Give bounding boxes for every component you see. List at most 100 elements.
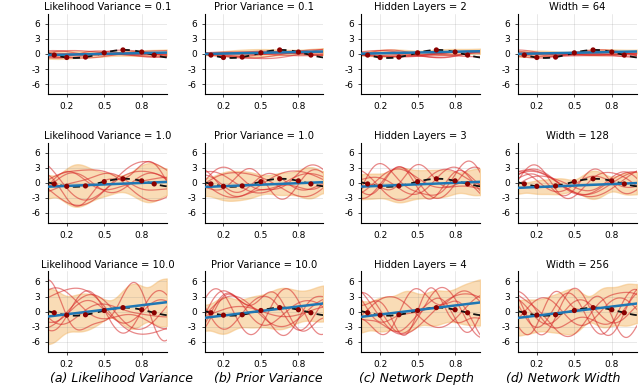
Point (49, 310, 60, 316)
Point (206, 181, 216, 187)
Title: Hidden Layers = 2: Hidden Layers = 2 (374, 2, 467, 12)
Title: Likelihood Variance = 0.1: Likelihood Variance = 0.1 (44, 2, 171, 12)
Point (607, 307, 617, 313)
Point (118, 47, 128, 53)
Point (256, 179, 266, 185)
Title: Hidden Layers = 4: Hidden Layers = 4 (374, 260, 467, 270)
Point (607, 49, 617, 55)
Point (293, 178, 303, 184)
Point (149, 52, 159, 58)
Point (450, 307, 460, 313)
Point (49, 52, 60, 58)
Point (450, 49, 460, 55)
Point (237, 183, 247, 189)
Point (431, 305, 442, 311)
Point (256, 307, 266, 314)
Point (413, 50, 423, 56)
Text: (c) Network Depth: (c) Network Depth (358, 372, 474, 385)
Point (293, 307, 303, 313)
Point (519, 310, 529, 316)
Point (463, 181, 473, 187)
Point (136, 178, 147, 184)
Point (99, 50, 109, 56)
Point (237, 54, 247, 60)
Title: Likelihood Variance = 1.0: Likelihood Variance = 1.0 (44, 131, 171, 141)
Point (413, 307, 423, 314)
Point (149, 181, 159, 187)
Title: Width = 256: Width = 256 (546, 260, 609, 270)
Point (275, 176, 285, 182)
Point (569, 307, 579, 314)
Point (81, 183, 91, 189)
Point (118, 176, 128, 182)
Point (293, 49, 303, 55)
Point (362, 52, 372, 58)
Point (619, 52, 629, 58)
Point (550, 312, 561, 318)
Point (81, 312, 91, 318)
Point (99, 179, 109, 185)
Point (149, 310, 159, 316)
Point (118, 305, 128, 311)
Point (49, 181, 60, 187)
Point (256, 50, 266, 56)
Point (519, 181, 529, 187)
Point (588, 47, 598, 53)
Point (362, 181, 372, 187)
Point (607, 178, 617, 184)
Point (588, 176, 598, 182)
Point (550, 54, 561, 60)
Point (550, 183, 561, 189)
Point (413, 179, 423, 185)
Point (237, 312, 247, 318)
Point (275, 47, 285, 53)
Text: (d) Network Width: (d) Network Width (506, 372, 620, 385)
Point (394, 312, 404, 318)
Point (61, 183, 72, 190)
Point (206, 310, 216, 316)
Point (218, 183, 228, 190)
Point (362, 310, 372, 316)
Text: (a) Likelihood Variance: (a) Likelihood Variance (50, 372, 193, 385)
Text: (b) Prior Variance: (b) Prior Variance (214, 372, 323, 385)
Point (619, 310, 629, 316)
Point (218, 54, 228, 61)
Point (81, 54, 91, 60)
Point (375, 54, 385, 61)
Point (431, 176, 442, 182)
Point (61, 312, 72, 318)
Point (532, 54, 542, 61)
Point (394, 54, 404, 60)
Title: Width = 128: Width = 128 (546, 131, 609, 141)
Point (306, 52, 316, 58)
Point (275, 305, 285, 311)
Point (306, 310, 316, 316)
Point (450, 178, 460, 184)
Point (463, 310, 473, 316)
Point (375, 312, 385, 318)
Point (569, 50, 579, 56)
Title: Width = 64: Width = 64 (549, 2, 605, 12)
Point (136, 49, 147, 55)
Point (532, 183, 542, 190)
Point (619, 181, 629, 187)
Point (569, 179, 579, 185)
Point (431, 47, 442, 53)
Point (588, 305, 598, 311)
Point (463, 52, 473, 58)
Point (218, 312, 228, 318)
Point (206, 52, 216, 58)
Point (394, 183, 404, 189)
Title: Prior Variance = 10.0: Prior Variance = 10.0 (211, 260, 317, 270)
Title: Prior Variance = 1.0: Prior Variance = 1.0 (214, 131, 314, 141)
Point (99, 307, 109, 314)
Point (136, 307, 147, 313)
Title: Prior Variance = 0.1: Prior Variance = 0.1 (214, 2, 314, 12)
Point (519, 52, 529, 58)
Title: Likelihood Variance = 10.0: Likelihood Variance = 10.0 (40, 260, 174, 270)
Point (375, 183, 385, 190)
Point (532, 312, 542, 318)
Point (61, 54, 72, 61)
Title: Hidden Layers = 3: Hidden Layers = 3 (374, 131, 467, 141)
Point (306, 181, 316, 187)
